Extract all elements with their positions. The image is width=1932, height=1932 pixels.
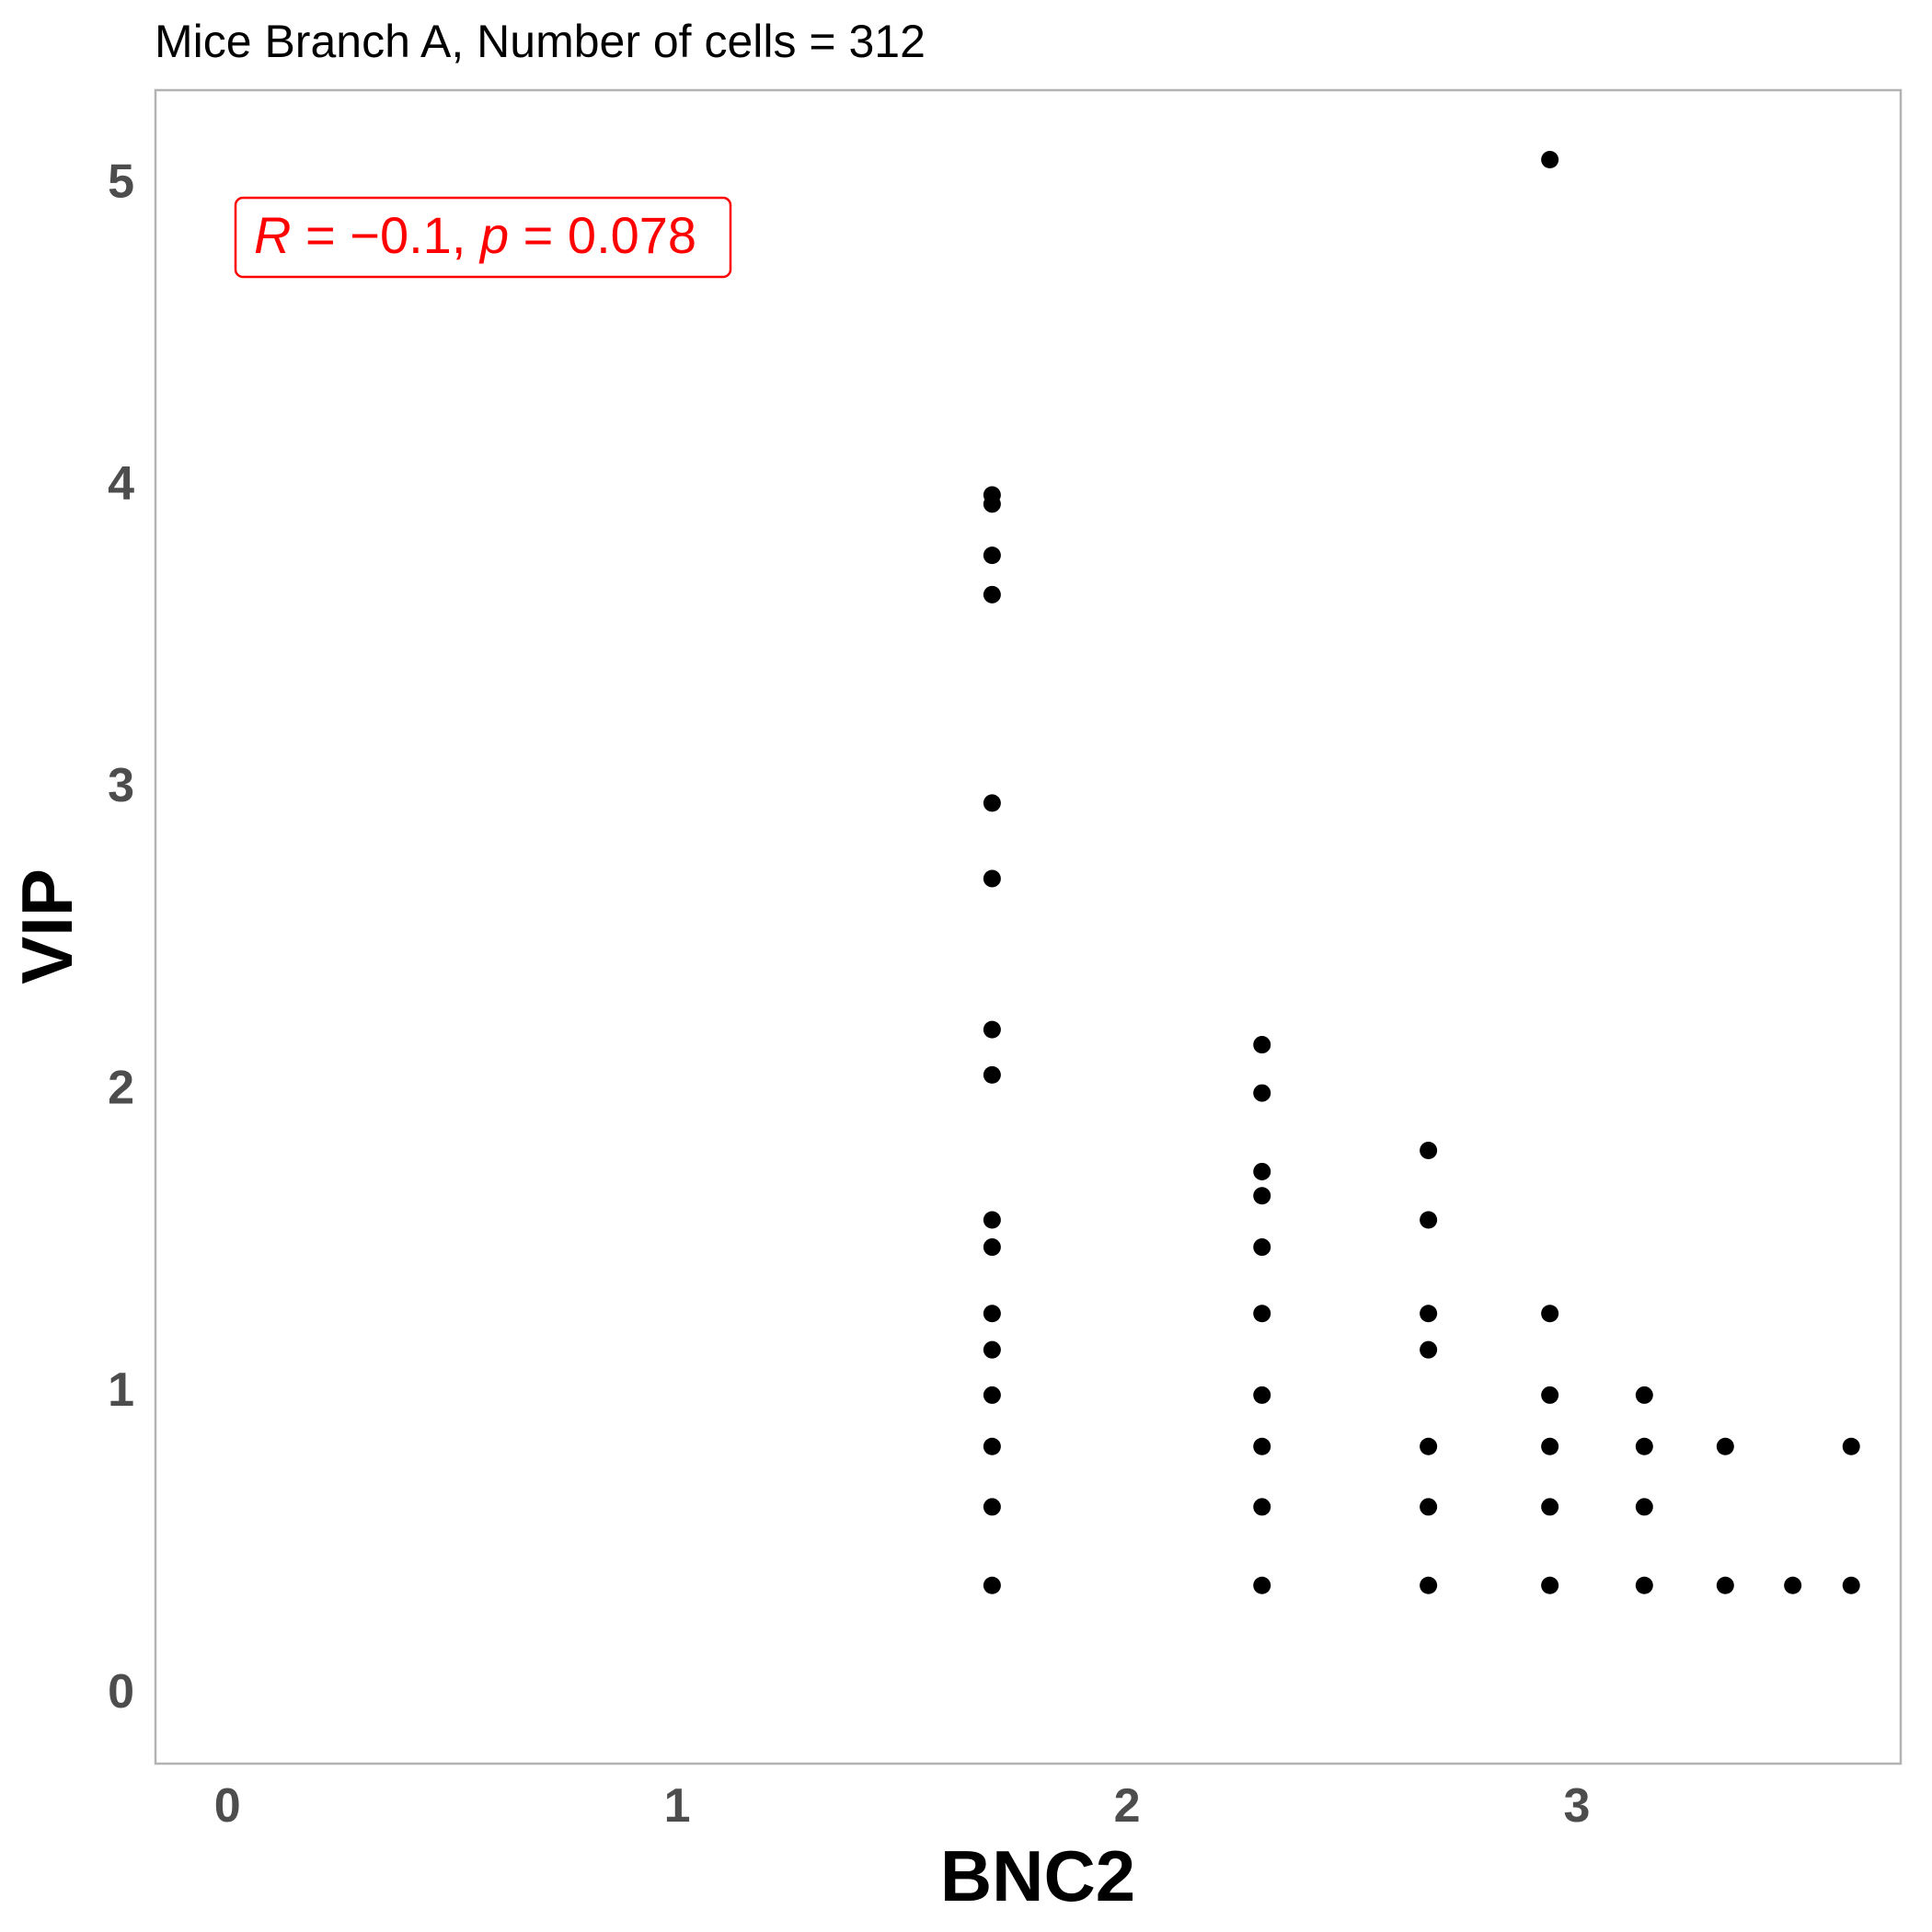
data-point xyxy=(1716,1576,1734,1594)
data-point xyxy=(1716,1437,1734,1455)
data-point xyxy=(983,585,1001,604)
data-point xyxy=(1635,1437,1653,1455)
y-tick-label: 4 xyxy=(108,457,134,511)
x-tick-label: 1 xyxy=(664,1779,691,1833)
data-point xyxy=(983,1305,1001,1323)
x-tick-label: 0 xyxy=(214,1779,241,1833)
data-point xyxy=(1253,1162,1271,1180)
data-point xyxy=(983,869,1001,888)
data-point xyxy=(1541,1576,1559,1594)
data-point xyxy=(1253,1305,1271,1323)
data-point xyxy=(983,1437,1001,1455)
plot-panel xyxy=(154,88,1903,1765)
annotation-p-symbol: p xyxy=(478,206,509,264)
data-point xyxy=(1842,1437,1860,1455)
data-point xyxy=(1420,1211,1438,1229)
data-point xyxy=(983,1211,1001,1229)
data-points xyxy=(983,151,1860,1594)
data-point xyxy=(1541,151,1559,169)
annotation-text: R = −0.1, p = 0.078 xyxy=(254,206,696,264)
data-point xyxy=(983,495,1001,513)
data-point xyxy=(983,1065,1001,1084)
data-point xyxy=(1420,1437,1438,1455)
data-point xyxy=(1635,1498,1653,1516)
data-point xyxy=(1253,1238,1271,1257)
data-point xyxy=(1253,1386,1271,1404)
data-point xyxy=(1253,1084,1271,1102)
data-point xyxy=(1253,1576,1271,1594)
y-axis-ticks: 0 1 2 3 4 5 xyxy=(108,155,134,1719)
y-tick-label: 0 xyxy=(108,1665,134,1719)
y-axis-title: VIP xyxy=(6,868,87,984)
annotation-r-value: = −0.1, xyxy=(291,206,480,264)
x-tick-label: 3 xyxy=(1564,1779,1591,1833)
data-point xyxy=(1253,1187,1271,1205)
data-point xyxy=(1635,1386,1653,1404)
data-point xyxy=(1420,1576,1438,1594)
data-point xyxy=(983,1020,1001,1039)
data-point xyxy=(983,1340,1001,1359)
data-point xyxy=(983,1576,1001,1594)
data-point xyxy=(1420,1498,1438,1516)
data-point xyxy=(1784,1576,1802,1594)
chart-title: Mice Branch A, Number of cells = 312 xyxy=(155,16,926,67)
data-point xyxy=(1253,1498,1271,1516)
y-tick-label: 3 xyxy=(108,759,134,812)
correlation-annotation: R = −0.1, p = 0.078 xyxy=(234,196,732,279)
data-point xyxy=(1541,1386,1559,1404)
y-tick-label: 2 xyxy=(108,1062,134,1115)
data-point xyxy=(983,1498,1001,1516)
data-point xyxy=(1420,1340,1438,1359)
data-point xyxy=(1420,1305,1438,1323)
y-tick-label: 1 xyxy=(108,1363,134,1417)
annotation-r-symbol: R xyxy=(254,206,291,264)
x-tick-label: 2 xyxy=(1114,1779,1141,1833)
data-point xyxy=(1253,1036,1271,1054)
x-axis-ticks: 0 1 2 3 xyxy=(214,1779,1591,1833)
annotation-box xyxy=(234,196,732,279)
data-point xyxy=(983,1386,1001,1404)
data-point xyxy=(1541,1498,1559,1516)
data-point xyxy=(1842,1576,1860,1594)
x-axis-title: BNC2 xyxy=(940,1835,1135,1916)
data-point xyxy=(1541,1305,1559,1323)
data-point xyxy=(1635,1576,1653,1594)
data-point xyxy=(1541,1437,1559,1455)
data-point xyxy=(1253,1437,1271,1455)
data-point xyxy=(983,794,1001,812)
y-tick-label: 5 xyxy=(108,155,134,209)
data-point xyxy=(983,1238,1001,1257)
data-point xyxy=(983,546,1001,565)
data-point xyxy=(1420,1141,1438,1159)
annotation-p-value: = 0.078 xyxy=(509,206,696,264)
